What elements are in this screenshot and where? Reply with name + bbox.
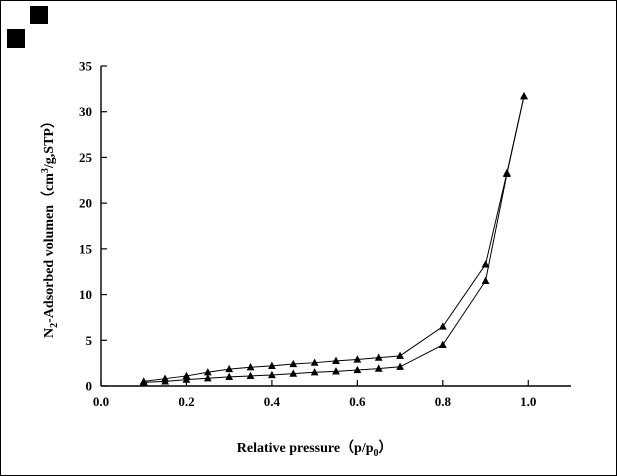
y-tick-label: 10	[79, 287, 92, 302]
marker-desorption	[161, 374, 169, 382]
y-tick-label: 30	[79, 104, 92, 119]
x-tick-label: 0.8	[435, 394, 452, 409]
corner-artifact-2	[7, 29, 25, 48]
marker-adsorption	[289, 369, 298, 377]
marker-adsorption	[353, 365, 362, 374]
marker-adsorption	[396, 362, 404, 370]
marker-adsorption	[203, 374, 212, 382]
y-axis-label: N2-Adsorbed volumen（cm3/g,STP）	[40, 114, 60, 338]
series-line-desorption	[143, 96, 525, 382]
marker-desorption	[289, 359, 298, 368]
marker-desorption	[396, 351, 404, 359]
marker-adsorption	[374, 364, 383, 372]
marker-adsorption	[332, 367, 340, 375]
marker-desorption	[503, 168, 511, 177]
marker-desorption	[139, 377, 148, 385]
marker-desorption	[481, 260, 490, 268]
x-tick-label: 0.0	[93, 394, 109, 409]
marker-desorption	[310, 358, 319, 366]
y-tick-label: 5	[86, 333, 93, 348]
marker-adsorption	[310, 368, 319, 376]
marker-adsorption	[246, 371, 255, 380]
marker-desorption	[246, 363, 255, 371]
marker-adsorption	[225, 372, 234, 380]
marker-adsorption	[438, 340, 447, 348]
marker-adsorption	[182, 375, 191, 383]
marker-desorption	[332, 356, 340, 364]
x-tick-label: 0.4	[264, 394, 281, 409]
marker-desorption	[374, 353, 383, 361]
y-tick-label: 35	[79, 59, 93, 74]
x-tick-label: 0.6	[349, 394, 366, 409]
marker-adsorption	[481, 276, 490, 284]
x-tick-label: 1.0	[520, 394, 536, 409]
marker-desorption	[520, 91, 528, 100]
y-tick-label: 25	[79, 150, 93, 165]
y-tick-label: 0	[86, 379, 93, 394]
y-tick-label: 15	[79, 241, 93, 256]
series-line-adsorption	[143, 96, 525, 383]
marker-desorption	[353, 355, 362, 363]
marker-desorption	[225, 364, 234, 373]
marker-desorption	[268, 361, 276, 369]
marker-adsorption	[268, 370, 276, 379]
y-tick-label: 20	[79, 196, 92, 211]
marker-desorption	[203, 368, 212, 376]
x-tick-label: 0.2	[178, 394, 194, 409]
corner-artifact-1	[30, 6, 48, 24]
x-axis-label: Relative pressure（p/p0）	[237, 440, 393, 459]
marker-desorption	[182, 371, 191, 380]
marker-desorption	[438, 322, 447, 330]
